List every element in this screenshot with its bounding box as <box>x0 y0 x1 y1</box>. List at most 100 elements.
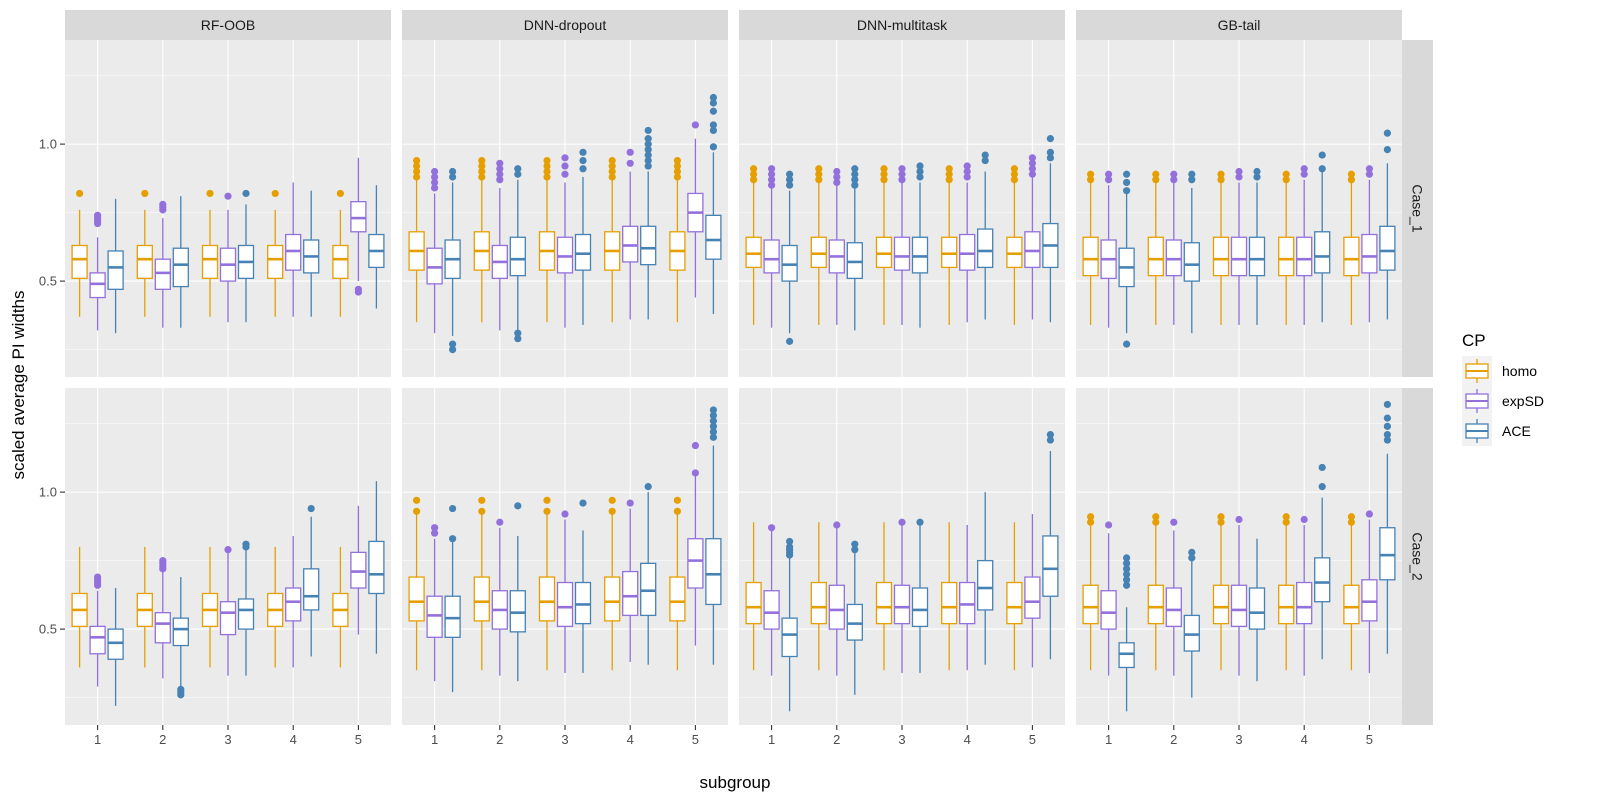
box-body <box>1248 587 1266 630</box>
panel-DNN-dropout-Case_1: DNN-dropout <box>402 10 728 377</box>
outlier-point <box>833 167 841 176</box>
box-body <box>426 595 443 638</box>
outlier-point <box>608 162 616 170</box>
panel-DNN-multitask-Case_1: DNN-multitask <box>739 10 1065 377</box>
box-body <box>810 581 827 625</box>
outlier-point <box>431 184 439 192</box>
box-body <box>219 601 237 636</box>
outlier-point <box>1010 176 1019 184</box>
outlier-point <box>1383 422 1391 430</box>
outlier-point <box>514 329 522 337</box>
box-homo-subgroup-4 <box>1278 170 1295 325</box>
box-body <box>911 587 929 628</box>
x-tick-label: 3 <box>561 732 568 747</box>
x-tick-label: 4 <box>964 732 971 747</box>
outlier-point <box>815 170 823 178</box>
box-body <box>846 603 863 641</box>
box-body <box>154 258 171 290</box>
box-expSD-subgroup-4 <box>285 182 302 317</box>
outlier-point <box>76 189 84 198</box>
box-expSD-subgroup-2 <box>491 159 508 331</box>
box-ACE-subgroup-2 <box>509 502 526 682</box>
outlier-point <box>579 156 587 165</box>
box-body <box>1230 236 1248 277</box>
outlier-point <box>431 529 439 537</box>
outlier-point <box>626 499 634 507</box>
outlier-point <box>644 145 652 154</box>
box-body <box>763 590 780 630</box>
legend-label: homo <box>1502 363 1537 379</box>
box-homo-subgroup-2 <box>1147 513 1164 671</box>
outlier-point <box>242 540 250 548</box>
outlier-point <box>1170 518 1178 526</box>
outlier-point <box>644 156 652 165</box>
outlier-point <box>786 176 794 184</box>
legend-label: ACE <box>1502 423 1531 439</box>
box-body <box>1343 236 1360 277</box>
box-body <box>426 247 443 285</box>
facet-strip-Case_2 <box>1402 388 1433 725</box>
y-tick-label: 1.0 <box>39 485 57 500</box>
outlier-point <box>1383 400 1391 409</box>
box-homo-subgroup-1 <box>1082 513 1099 671</box>
outlier-point <box>496 176 504 184</box>
outlier-point <box>1383 436 1391 444</box>
outlier-point <box>673 173 682 181</box>
outlier-point <box>449 346 457 354</box>
outlier-point <box>1123 570 1131 578</box>
outlier-point <box>608 167 616 176</box>
box-ACE-subgroup-2 <box>1183 548 1200 698</box>
panels-layer: RF-OOB DNN-dropout DNN-multitask GB-tail Cas… <box>65 10 1433 725</box>
outlier-point <box>709 406 718 414</box>
outlier-point <box>1282 518 1290 526</box>
box-homo-subgroup-5 <box>1343 513 1360 671</box>
outlier-point <box>159 200 167 208</box>
box-homo-subgroup-4 <box>941 165 958 325</box>
box-body <box>745 581 762 625</box>
outlier-point <box>1217 518 1225 526</box>
outlier-point <box>851 176 859 184</box>
outlier-point <box>768 176 776 184</box>
outlier-point <box>1152 170 1160 178</box>
outlier-point <box>786 543 794 551</box>
box-body <box>1212 236 1230 277</box>
outlier-point <box>851 165 859 173</box>
box-body <box>828 584 845 630</box>
outlier-point <box>916 518 924 526</box>
box-body <box>1147 236 1164 277</box>
outlier-point <box>880 170 888 178</box>
x-tick-label: 2 <box>1170 732 1177 747</box>
outlier-point <box>1152 176 1160 184</box>
box-homo-subgroup-2 <box>810 165 827 325</box>
x-tick-label: 5 <box>1029 732 1036 747</box>
outlier-point <box>449 167 457 176</box>
legend-item-homo: homo <box>1462 356 1537 386</box>
box-ACE-subgroup-2 <box>172 196 189 328</box>
outlier-point <box>1010 165 1019 173</box>
outlier-point <box>1105 176 1113 184</box>
outlier-point <box>1318 463 1326 472</box>
box-body <box>107 250 124 290</box>
outlier-point <box>916 173 924 181</box>
box-homo-subgroup-1 <box>745 522 762 671</box>
box-ACE-subgroup-3 <box>1248 167 1266 325</box>
outlier-point <box>543 173 551 181</box>
outlier-point <box>608 507 616 515</box>
outlier-point <box>1087 170 1095 178</box>
facet-label-Case_2: Case_2 <box>1410 532 1426 580</box>
box-body <box>1379 527 1396 581</box>
box-body <box>1100 590 1117 630</box>
outlier-point <box>496 159 504 167</box>
x-tick-label: 5 <box>355 732 362 747</box>
box-expSD-subgroup-1 <box>89 573 106 687</box>
facet-strip-DNN-dropout <box>402 10 728 40</box>
box-body <box>640 562 657 617</box>
box-body <box>705 538 722 606</box>
box-homo-subgroup-3 <box>875 165 893 325</box>
outlier-point <box>543 156 551 165</box>
outlier-point <box>1253 173 1261 181</box>
box-body <box>267 244 284 280</box>
outlier-point <box>1282 176 1290 184</box>
outlier-point <box>963 167 971 176</box>
